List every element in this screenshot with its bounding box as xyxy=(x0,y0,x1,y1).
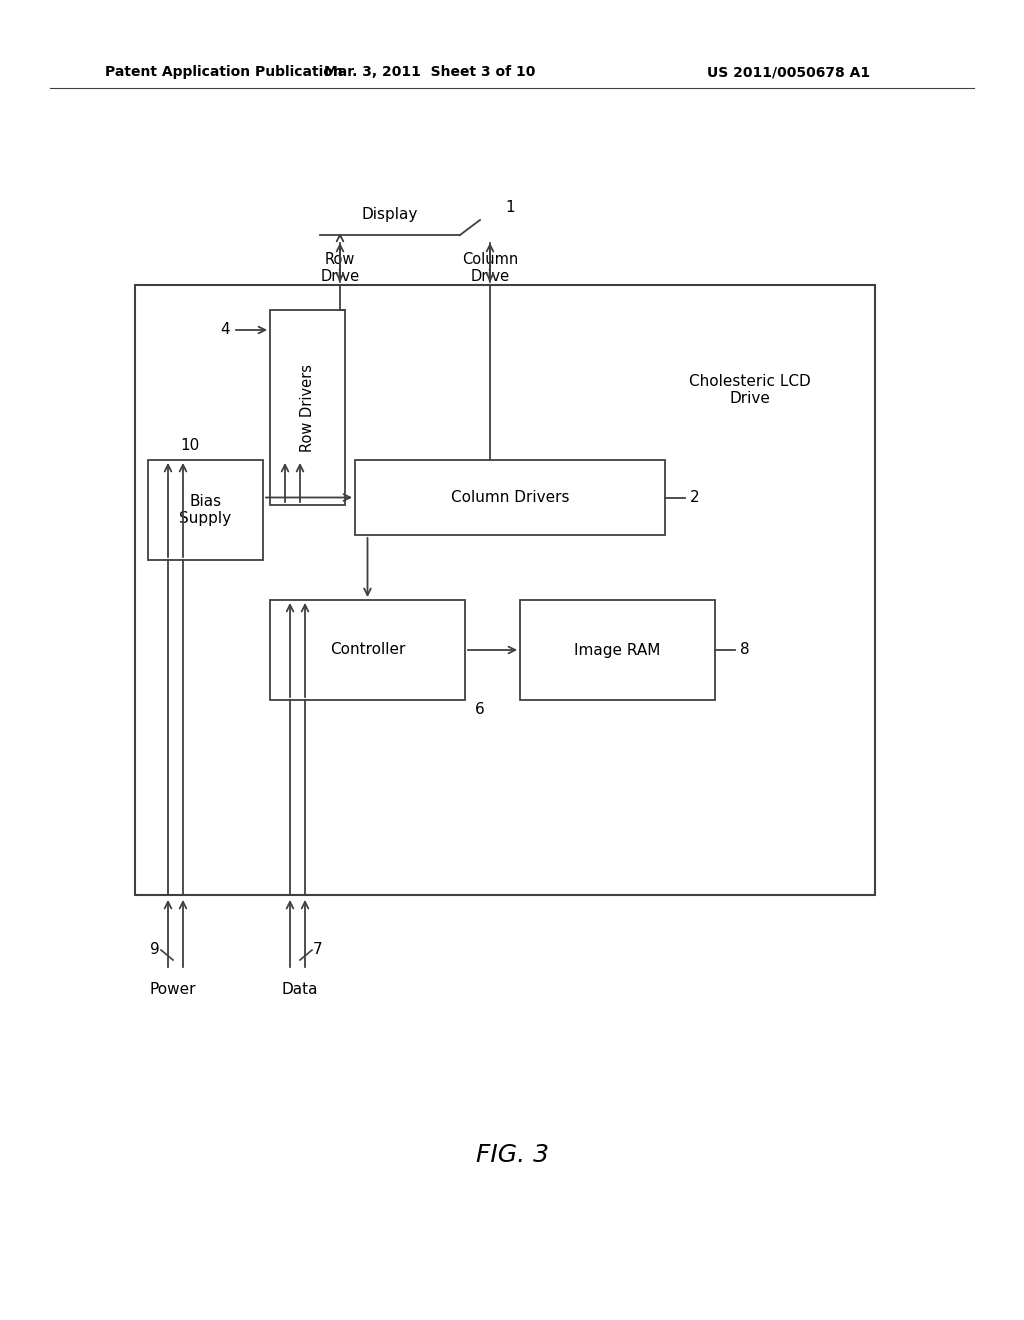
Text: Column
Drive: Column Drive xyxy=(462,252,518,284)
Bar xyxy=(520,601,715,700)
Text: Bias
Supply: Bias Supply xyxy=(179,494,231,527)
Text: US 2011/0050678 A1: US 2011/0050678 A1 xyxy=(707,65,870,79)
Bar xyxy=(270,601,465,700)
Bar xyxy=(148,459,263,560)
Text: 7: 7 xyxy=(313,942,323,957)
Text: Cholesteric LCD
Drive: Cholesteric LCD Drive xyxy=(689,374,811,407)
Text: Column Drivers: Column Drivers xyxy=(451,490,569,506)
Text: 4: 4 xyxy=(220,322,230,338)
Text: 2: 2 xyxy=(690,490,699,506)
Text: Power: Power xyxy=(150,982,197,998)
Text: Mar. 3, 2011  Sheet 3 of 10: Mar. 3, 2011 Sheet 3 of 10 xyxy=(325,65,536,79)
Bar xyxy=(135,285,874,895)
Bar xyxy=(355,459,665,535)
Text: 1: 1 xyxy=(505,199,515,214)
Text: Data: Data xyxy=(282,982,318,998)
Text: 6: 6 xyxy=(475,702,484,718)
Text: Patent Application Publication: Patent Application Publication xyxy=(105,65,343,79)
Text: FIG. 3: FIG. 3 xyxy=(475,1143,549,1167)
Text: 8: 8 xyxy=(740,643,750,657)
Text: 9: 9 xyxy=(151,942,160,957)
Text: Row
Drive: Row Drive xyxy=(321,252,359,284)
Text: Display: Display xyxy=(361,207,418,223)
Text: 10: 10 xyxy=(181,437,200,453)
Text: Row Drivers: Row Drivers xyxy=(300,363,315,451)
Text: Image RAM: Image RAM xyxy=(574,643,660,657)
Bar xyxy=(270,310,345,506)
Text: Controller: Controller xyxy=(330,643,406,657)
